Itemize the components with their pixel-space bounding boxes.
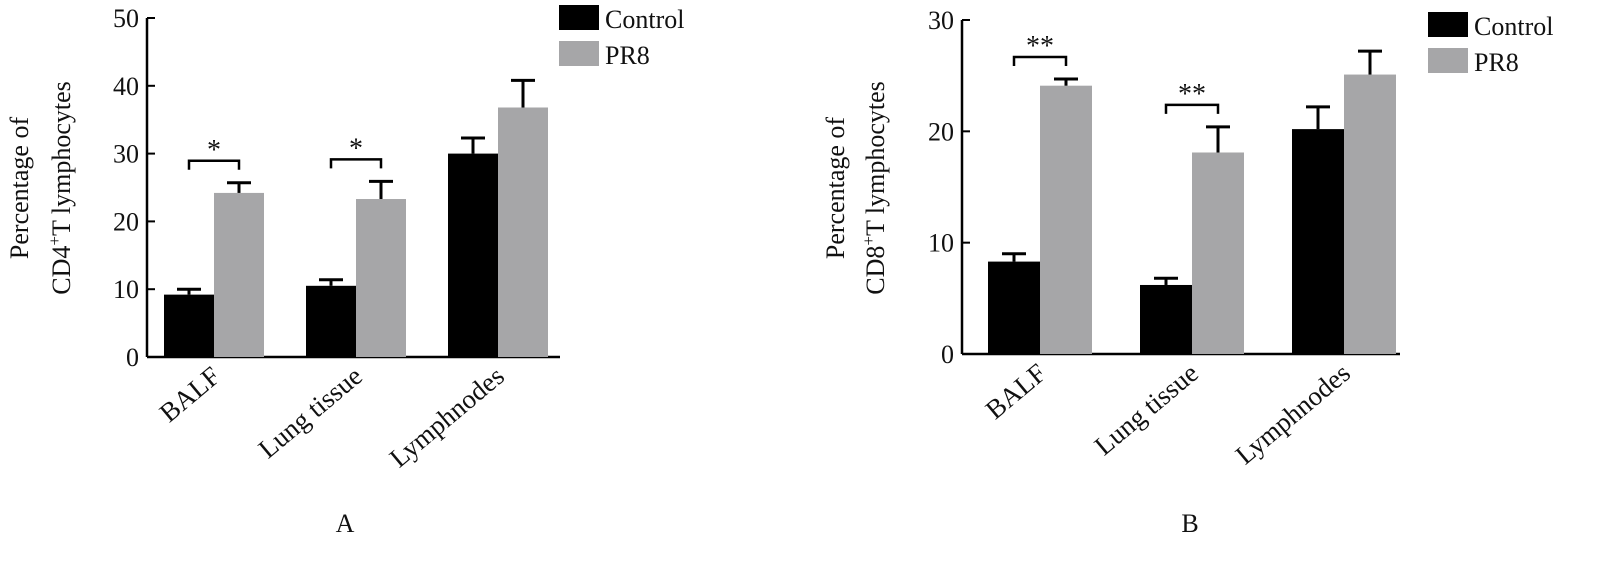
legend-swatch-control — [559, 5, 599, 30]
legend-label: Control — [1474, 12, 1553, 41]
legend-label: Control — [605, 5, 684, 34]
bar-control-2 — [306, 285, 356, 357]
x-tick-label: BALF — [154, 361, 226, 428]
y-axis-label-rest: T lymphocytes — [861, 81, 890, 236]
bar-pr8-1 — [214, 192, 264, 357]
chart-panel-b: 0 10 20 30 ** ** BALF Lung tissue Lymphnodes Perc… — [821, 6, 1553, 538]
bar-control-2 — [1140, 284, 1192, 354]
bar-pr8-2 — [356, 199, 406, 357]
y-tick-label: 0 — [941, 340, 954, 369]
significance-bracket — [329, 158, 383, 169]
y-axis-label-line1: Percentage of — [821, 117, 850, 260]
y-tick-label: 20 — [928, 117, 954, 146]
y-axis-label-line2: CD4+T lymphocytes — [45, 81, 76, 295]
significance-label: ** — [1178, 79, 1206, 110]
bar-pr8-3 — [1344, 74, 1396, 354]
legend-label: PR8 — [605, 41, 650, 70]
bar-control-1 — [988, 261, 1040, 354]
y-axis-label-line2: CD8+T lymphocytes — [859, 81, 890, 295]
y-axis-label-rest: T lymphocytes — [47, 81, 76, 236]
x-tick-label: Lymphnodes — [384, 361, 510, 474]
y-tick-label: 50 — [113, 4, 139, 33]
y-axis-label-superscript: + — [45, 236, 64, 246]
y-axis-label-superscript: + — [859, 236, 878, 246]
significance-bracket — [187, 159, 241, 170]
y-tick-label: 20 — [113, 207, 139, 236]
bar-pr8-1 — [1040, 85, 1092, 354]
significance-label: * — [207, 135, 221, 166]
legend-label: PR8 — [1474, 48, 1519, 77]
bar-pr8-3 — [498, 107, 548, 357]
y-tick-label: 30 — [928, 6, 954, 35]
panel-label: B — [1181, 509, 1198, 538]
legend-swatch-control — [1428, 12, 1468, 37]
significance-bracket — [1164, 103, 1220, 114]
y-tick-label: 10 — [928, 229, 954, 258]
y-axis-label-cell: CD4 — [47, 246, 76, 295]
bar-control-3 — [1292, 129, 1344, 354]
significance-label: ** — [1026, 31, 1054, 62]
x-tick-label: Lung tissue — [1089, 358, 1204, 461]
bar-control-1 — [164, 294, 214, 357]
y-axis-label-line1: Percentage of — [5, 117, 34, 260]
y-tick-label: 0 — [126, 343, 139, 372]
x-tick-label: Lung tissue — [253, 361, 368, 464]
chart-panel-a: 0 10 20 30 40 50 * * BALF Lung tissue Lymphnodes Pe… — [5, 4, 684, 538]
significance-bracket — [1012, 55, 1068, 67]
panel-label: A — [336, 509, 355, 538]
significance-label: * — [349, 133, 363, 164]
x-tick-label: BALF — [980, 358, 1052, 425]
legend-swatch-pr8 — [1428, 48, 1468, 73]
y-tick-label: 30 — [113, 140, 139, 169]
bar-pr8-2 — [1192, 152, 1244, 354]
legend-swatch-pr8 — [559, 41, 599, 66]
x-tick-label: Lymphnodes — [1230, 358, 1356, 471]
y-axis-label-cell: CD8 — [861, 246, 890, 295]
y-tick-label: 40 — [113, 72, 139, 101]
bar-control-3 — [448, 153, 498, 357]
y-tick-label: 10 — [113, 275, 139, 304]
